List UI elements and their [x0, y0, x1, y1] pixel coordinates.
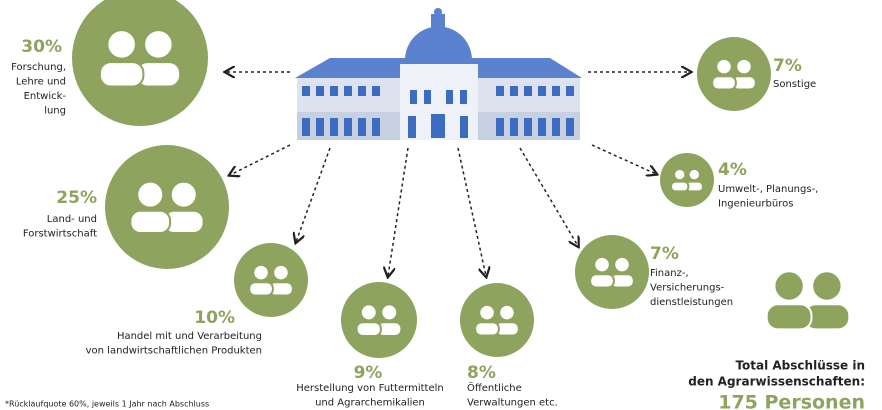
person-body	[475, 322, 499, 335]
segment-label: Versicherungs-	[650, 283, 725, 294]
segment-label: Handel mit und Verarbeitung	[117, 331, 262, 342]
person-body	[357, 322, 381, 336]
segment-label: Land- und	[47, 214, 97, 225]
segment-label: Forschung,	[11, 62, 66, 73]
segment-label: Öffentliche	[467, 381, 522, 394]
building	[295, 8, 582, 140]
person-head	[253, 265, 269, 281]
segment-label: Herstellung von Futtermitteln	[296, 383, 443, 394]
percent: 8%	[467, 363, 496, 383]
circle	[575, 235, 649, 309]
person-head	[614, 257, 630, 273]
person-head	[594, 257, 610, 273]
total-line: den Agrarwissenschaften:	[688, 375, 865, 389]
person-head	[137, 182, 163, 208]
segment-label: Ingenieurbüros	[718, 199, 793, 210]
percent: 25%	[56, 188, 97, 208]
person-head	[107, 30, 136, 59]
person-head	[273, 265, 289, 281]
percent: 30%	[21, 37, 62, 57]
footnote: *Rücklaufquote 60%, jeweils 1 Jahr nach …	[5, 400, 209, 409]
segment-label: Lehre und	[16, 77, 66, 88]
person-head	[479, 305, 495, 321]
person-head	[774, 271, 803, 300]
segment-label: Sonstige	[773, 79, 816, 90]
person-body	[249, 282, 273, 295]
infographic: 30% Forschung, Lehre und Entwick-lung 25% Lan…	[0, 0, 882, 410]
segment-label: Forstwirtschaft	[23, 229, 97, 240]
segment-label: Entwick-	[24, 91, 67, 102]
segment-label: Umwelt-, Planungs-,	[718, 184, 818, 195]
person-head	[381, 304, 397, 320]
person-head	[171, 182, 197, 208]
person-head	[499, 305, 515, 321]
circle	[460, 283, 534, 357]
percent: 7%	[650, 244, 679, 264]
person-body	[590, 274, 614, 287]
person-body	[671, 182, 688, 192]
total-count: 175 Personen	[718, 392, 865, 410]
percent: 10%	[194, 308, 235, 328]
percent: 4%	[718, 160, 747, 180]
segment-label: von landwirtschaftlichen Produkten	[86, 346, 262, 357]
percent: 7%	[773, 56, 802, 76]
circle	[341, 282, 417, 358]
circle	[697, 37, 771, 111]
person-body	[100, 62, 144, 86]
segment-label: Finanz-,	[650, 268, 689, 279]
person-head	[689, 169, 700, 180]
circle	[234, 243, 308, 317]
person-head	[716, 59, 732, 75]
circle	[105, 145, 229, 269]
person-head	[144, 30, 173, 59]
segment-label: Verwaltungen etc.	[467, 398, 558, 409]
person-body	[130, 211, 170, 233]
person-head	[736, 59, 752, 75]
circle	[660, 153, 714, 207]
person-head	[674, 169, 685, 180]
total-icon	[767, 271, 850, 329]
person-body	[712, 76, 736, 89]
percent: 9%	[354, 363, 383, 383]
total-line: Total Abschlüsse in	[735, 359, 865, 373]
segment-label: lung	[44, 106, 66, 117]
segment-label: dienstleistungen	[650, 297, 733, 308]
circle	[72, 0, 208, 126]
segment-label: und Agrarchemikalien	[315, 398, 425, 409]
person-body	[767, 304, 812, 329]
person-head	[812, 271, 841, 300]
person-head	[361, 304, 377, 320]
